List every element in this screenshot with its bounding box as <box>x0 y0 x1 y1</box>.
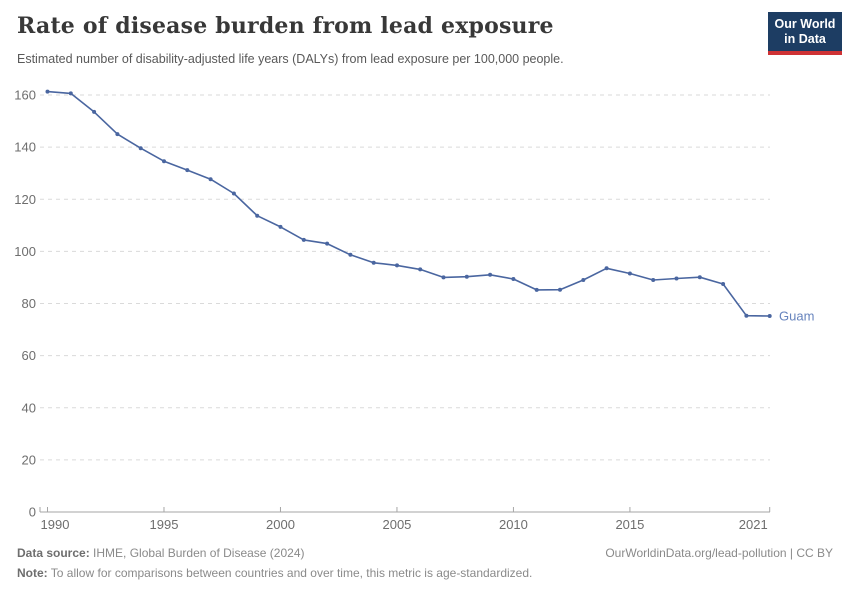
data-point[interactable] <box>464 274 469 279</box>
data-point[interactable] <box>45 89 50 94</box>
data-point[interactable] <box>255 213 260 218</box>
data-point[interactable] <box>674 276 679 281</box>
y-axis-tick-label: 140 <box>14 140 36 155</box>
data-point[interactable] <box>348 252 353 257</box>
data-point[interactable] <box>627 271 632 276</box>
x-axis-tick-label: 2000 <box>266 517 295 532</box>
y-axis-tick-label: 100 <box>14 244 36 259</box>
data-point[interactable] <box>138 146 143 151</box>
page-title: Rate of disease burden from lead exposur… <box>17 13 554 39</box>
data-point[interactable] <box>697 275 702 280</box>
data-source-label: Data source: <box>17 546 90 560</box>
data-point[interactable] <box>441 275 446 280</box>
y-axis-tick-label: 120 <box>14 192 36 207</box>
data-point[interactable] <box>185 168 190 173</box>
owid-logo-line2: in Data <box>784 32 826 46</box>
x-axis-tick-label: 2010 <box>499 517 528 532</box>
data-point[interactable] <box>488 272 493 277</box>
data-point[interactable] <box>325 241 330 246</box>
chart-subtitle: Estimated number of disability-adjusted … <box>17 52 564 66</box>
data-point[interactable] <box>558 287 562 292</box>
data-point[interactable] <box>301 237 306 242</box>
data-point[interactable] <box>721 282 726 286</box>
data-point[interactable] <box>231 191 236 196</box>
data-point[interactable] <box>511 277 516 281</box>
data-point[interactable] <box>534 287 539 292</box>
chart-footer: Data source: IHME, Global Burden of Dise… <box>17 546 833 580</box>
note-text: To allow for comparisons between countri… <box>50 566 533 580</box>
data-source: Data source: IHME, Global Burden of Dise… <box>17 546 304 560</box>
data-source-text: IHME, Global Burden of Disease (2024) <box>93 546 305 560</box>
x-axis-tick-label: 2005 <box>382 517 411 532</box>
data-point[interactable] <box>68 91 73 96</box>
data-point[interactable] <box>651 278 656 282</box>
y-axis-tick-label: 40 <box>22 400 36 415</box>
owid-logo[interactable]: Our World in Data <box>768 12 842 55</box>
data-point[interactable] <box>418 267 423 272</box>
series-label-guam[interactable]: Guam <box>779 309 814 324</box>
data-point[interactable] <box>371 260 376 265</box>
owid-link[interactable]: OurWorldinData.org/lead-pollution | CC B… <box>605 546 833 560</box>
data-point[interactable] <box>208 177 213 182</box>
data-point[interactable] <box>767 314 772 318</box>
data-point[interactable] <box>92 109 97 114</box>
data-point[interactable] <box>278 224 283 229</box>
chart-note: Note: To allow for comparisons between c… <box>17 566 833 580</box>
y-axis-tick-label: 160 <box>14 88 36 103</box>
line-chart-canvas: 0 20 40 60 80 100 120 140 160 1990 1995 2000 2005 201… <box>14 88 814 533</box>
data-point[interactable] <box>395 263 399 268</box>
x-axis-tick-label: 1990 <box>41 517 70 532</box>
data-point[interactable] <box>581 278 586 282</box>
y-axis-tick-label: 20 <box>22 452 36 467</box>
y-axis-tick-label: 60 <box>22 348 36 363</box>
data-point[interactable] <box>115 132 120 137</box>
data-point[interactable] <box>744 313 749 318</box>
data-point[interactable] <box>162 159 166 164</box>
data-point[interactable] <box>604 266 609 271</box>
owid-logo-line1: Our World <box>774 17 836 31</box>
y-axis-tick-label: 80 <box>22 296 36 311</box>
x-axis-tick-label: 2021 <box>739 517 768 532</box>
x-axis-tick-label: 2015 <box>615 517 644 532</box>
x-axis-tick-label: 1995 <box>150 517 179 532</box>
note-label: Note: <box>17 566 48 580</box>
series-line-guam[interactable] <box>47 90 770 317</box>
y-axis-tick-label: 0 <box>29 505 36 520</box>
